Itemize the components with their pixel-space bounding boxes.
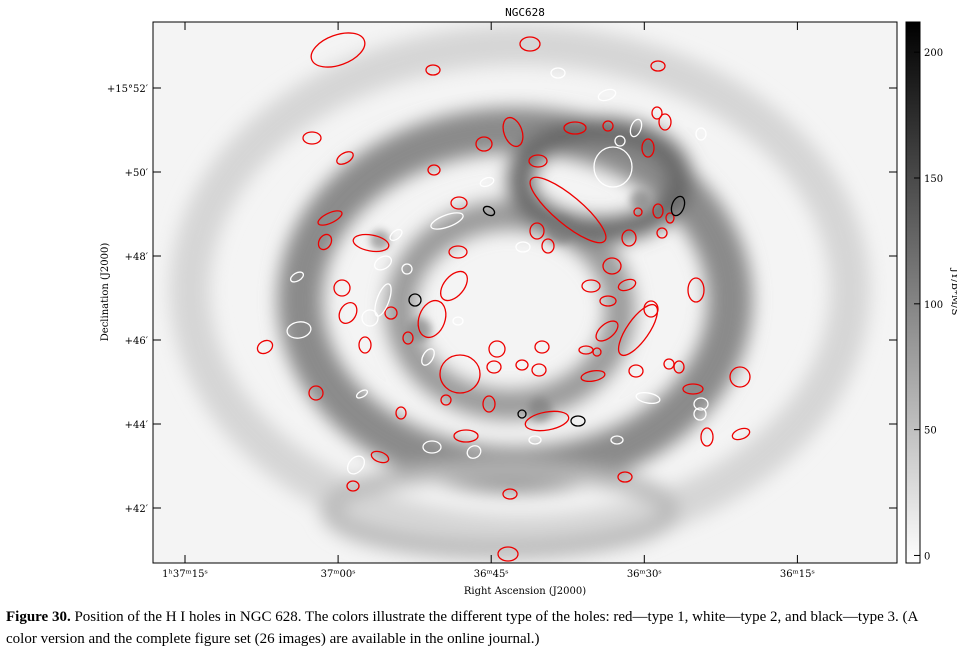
x-axis-label: Right Ascension (J2000) bbox=[464, 586, 586, 597]
caption-text: Position of the H I holes in NGC 628. Th… bbox=[6, 609, 918, 647]
x-tick-label: 36ᵐ15ˢ bbox=[780, 569, 815, 580]
colorbar-tick-label: 200 bbox=[924, 48, 943, 59]
x-tick-label: 1ʰ37ᵐ15ˢ bbox=[162, 569, 208, 580]
colorbar-tick-label: 50 bbox=[924, 426, 937, 437]
x-tick-label: 36ᵐ30ˢ bbox=[627, 569, 662, 580]
colorbar-tick-label: 150 bbox=[924, 174, 943, 185]
galaxy-image bbox=[153, 22, 897, 563]
colorbar-tick-label: 0 bbox=[924, 551, 930, 562]
x-tick-label: 37ᵐ00ˢ bbox=[321, 569, 356, 580]
plot-frame bbox=[152, 21, 898, 564]
y-tick-label: +50′ bbox=[125, 168, 149, 179]
colorbar-label: JY/B*M/S bbox=[949, 268, 957, 316]
y-tick-label: +48′ bbox=[125, 252, 149, 263]
caption-label: Figure 30. bbox=[6, 609, 71, 625]
y-tick-label: +46′ bbox=[125, 336, 149, 347]
y-tick-label: +44′ bbox=[125, 420, 149, 431]
colorbar bbox=[905, 21, 921, 564]
figure-title: NGC628 bbox=[505, 6, 545, 19]
x-tick-label: 36ᵐ45ˢ bbox=[474, 569, 509, 580]
colorbar-tick-label: 100 bbox=[924, 300, 943, 311]
figure: NGC628 bbox=[100, 6, 957, 597]
y-axis-label: Declination (J2000) bbox=[100, 243, 111, 342]
y-tick-label: +15°52′ bbox=[107, 84, 149, 95]
caption: Figure 30. Position of the H I holes in … bbox=[6, 606, 951, 650]
y-tick-label: +42′ bbox=[125, 504, 149, 515]
